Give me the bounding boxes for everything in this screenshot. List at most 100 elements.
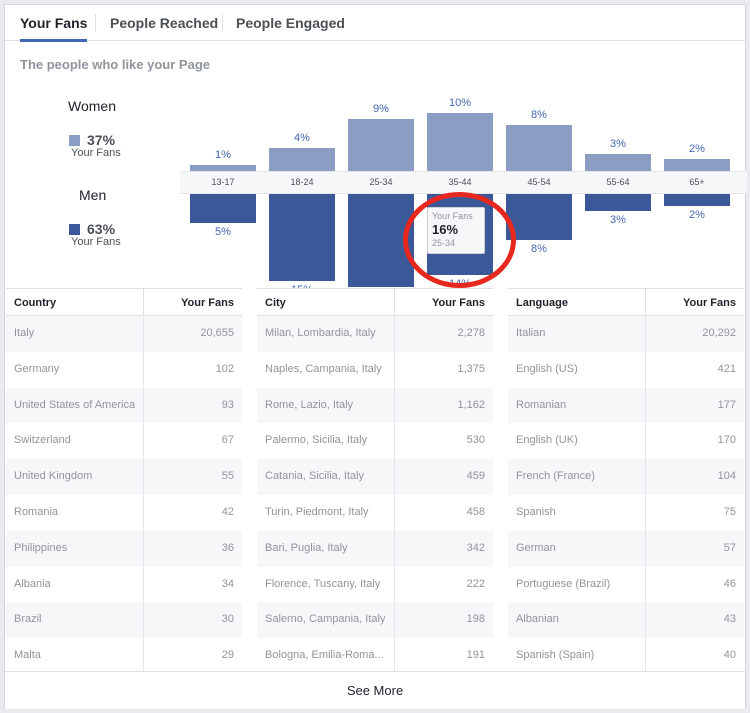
men-bar-13-17[interactable]	[190, 194, 256, 223]
table-row: Germany 102	[6, 351, 242, 388]
table-row: Romanian 177	[508, 387, 744, 424]
table-row: Portuguese (Brazil) 46	[508, 566, 744, 603]
country-name-cell: Romania	[14, 505, 59, 518]
fans-count-cell: 170	[717, 434, 736, 447]
your-fans-header[interactable]: Your Fans	[181, 297, 234, 309]
men-bar-65+[interactable]	[664, 194, 730, 206]
women-data-label: 2%	[689, 143, 705, 156]
fans-count-cell: 29	[221, 649, 234, 662]
table-row: French (France) 104	[508, 459, 744, 495]
women-bar-55-64[interactable]	[585, 153, 651, 171]
city-table: City Your Fans Milan, Lombardia, Italy 2,…	[257, 288, 493, 675]
city-name-cell: Palermo, Sicilia, Italy	[265, 434, 368, 447]
tooltip-title: Your Fans	[432, 211, 473, 221]
country-header[interactable]: Country	[14, 297, 57, 309]
table-row: Romania 42	[6, 494, 242, 531]
city-name-cell: Bologna, Emilia-Roma...	[265, 649, 384, 662]
women-bar-25-34[interactable]	[348, 118, 414, 171]
city-header[interactable]: City	[265, 297, 286, 309]
country-name-cell: United States of America	[14, 398, 136, 411]
table-row: German 57	[508, 530, 744, 567]
men-bar-55-64[interactable]	[585, 194, 651, 212]
tab-people-engaged[interactable]: People Engaged	[236, 15, 345, 31]
men-bar-45-54[interactable]	[506, 194, 572, 241]
women-bar-45-54[interactable]	[506, 124, 572, 171]
language-name-cell: German	[516, 541, 556, 554]
women-bar-65+[interactable]	[664, 159, 730, 171]
fans-count-cell: 55	[221, 470, 234, 483]
tooltip-value: 16%	[432, 222, 459, 237]
fans-count-cell: 46	[723, 577, 736, 590]
fans-count-cell: 57	[723, 541, 736, 554]
language-name-cell: English (UK)	[516, 434, 578, 447]
fans-count-cell: 34	[221, 577, 234, 590]
men-data-label: 5%	[215, 226, 231, 238]
language-name-cell: Albanian	[516, 613, 559, 626]
country-name-cell: Brazil	[14, 613, 42, 626]
table-row: Albanian 43	[508, 602, 744, 639]
women-bar-35-44[interactable]	[427, 113, 493, 171]
language-header[interactable]: Language	[516, 297, 568, 309]
men-subtitle: Your Fans	[71, 236, 121, 248]
tab-bar: Your Fans People Reached People Engaged	[5, 5, 745, 42]
age-tick-label: 35-44	[448, 177, 472, 187]
language-name-cell: French (France)	[516, 470, 595, 483]
age-tick-label: 45-54	[527, 177, 551, 187]
women-bar-13-17[interactable]	[190, 165, 256, 171]
men-title: Men	[79, 187, 107, 203]
table-row: Italian 20,292	[508, 316, 744, 352]
highlight-circle-annotation	[403, 192, 516, 288]
city-name-cell: Salerno, Campania, Italy	[265, 613, 386, 626]
fans-count-cell: 222	[466, 577, 485, 590]
column-divider	[143, 289, 144, 316]
table-row: United States of America 93	[6, 387, 242, 424]
country-name-cell: Switzerland	[14, 434, 71, 447]
language-name-cell: Spanish	[516, 505, 556, 518]
your-fans-header[interactable]: Your Fans	[683, 297, 736, 309]
table-row: English (US) 421	[508, 351, 744, 388]
table-body: Milan, Lombardia, Italy 2,278 Naples, Camp…	[257, 316, 493, 674]
language-name-cell: Spanish (Spain)	[516, 649, 595, 662]
table-row: United Kingdom 55	[6, 459, 242, 495]
your-fans-header[interactable]: Your Fans	[432, 297, 485, 309]
men-data-label: 2%	[689, 208, 705, 221]
table-row: Florence, Tuscany, Italy 222	[257, 566, 493, 603]
table-row: Naples, Campania, Italy 1,375	[257, 351, 493, 388]
women-bar-18-24[interactable]	[269, 147, 335, 171]
fans-count-cell: 93	[221, 398, 234, 411]
table-row: Bologna, Emilia-Roma... 191	[257, 638, 493, 674]
country-name-cell: Italy	[14, 327, 35, 339]
women-data-label: 1%	[215, 149, 231, 162]
column-divider	[394, 317, 395, 675]
language-name-cell: Italian	[516, 327, 546, 339]
country-name-cell: Albania	[14, 577, 51, 590]
table-row: Spanish 75	[508, 494, 744, 531]
women-data-label: 10%	[448, 97, 472, 109]
column-divider	[143, 317, 144, 675]
table-row: Milan, Lombardia, Italy 2,278	[257, 316, 493, 352]
women-data-label: 8%	[531, 108, 547, 121]
men-bar-18-24[interactable]	[269, 194, 335, 281]
men-swatch	[69, 224, 80, 235]
table-row: Philippines 36	[6, 530, 242, 567]
table-row: Spanish (Spain) 40	[508, 638, 744, 674]
table-row: Albania 34	[6, 566, 242, 603]
fans-count-cell: 342	[466, 541, 485, 554]
language-name-cell: English (US)	[516, 362, 578, 375]
men-percent: 63%	[87, 221, 116, 237]
table-header: City Your Fans	[257, 289, 493, 316]
city-name-cell: Bari, Puglia, Italy	[265, 541, 348, 554]
fans-count-cell: 102	[215, 362, 234, 375]
table-row: Malta 29	[6, 638, 242, 674]
city-name-cell: Catania, Sicilia, Italy	[265, 470, 365, 483]
tab-your-fans[interactable]: Your Fans	[20, 5, 88, 42]
table-body: Italy 20,655 Germany 102 United States of Am…	[6, 316, 242, 674]
tooltip-range: 25-34	[432, 238, 456, 248]
column-divider	[394, 289, 395, 316]
tab-people-reached[interactable]: People Reached	[110, 15, 219, 31]
chart-tooltip: Your Fans 16% 25-34	[427, 207, 485, 254]
see-more-button[interactable]: See More	[5, 671, 745, 709]
city-name-cell: Florence, Tuscany, Italy	[265, 577, 381, 590]
tab-divider	[95, 14, 96, 32]
women-data-label: 4%	[294, 131, 310, 144]
